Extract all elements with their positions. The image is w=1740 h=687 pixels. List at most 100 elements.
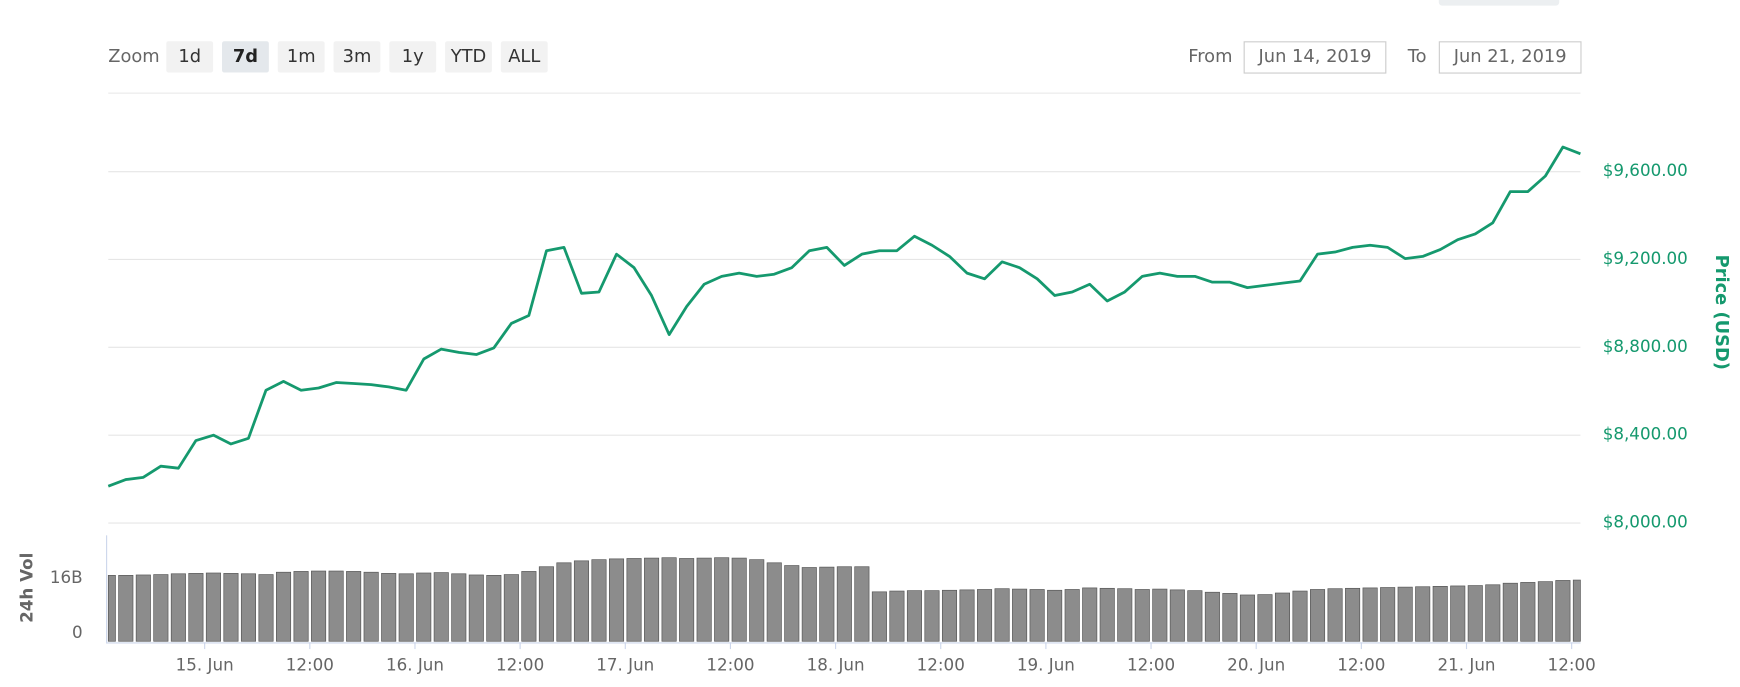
volume-bar: [486, 575, 502, 642]
volume-bar: [503, 574, 519, 642]
volume-bar: [1362, 587, 1378, 642]
volume-bar: [293, 571, 309, 642]
zoom-button[interactable]: [222, 41, 269, 73]
x-tick-label: 12:00: [1127, 654, 1175, 674]
volume-bar: [433, 572, 449, 642]
x-tick-label: 21. Jun: [1437, 654, 1495, 674]
volume-bar: [346, 571, 362, 642]
zoom-button-label: 1d: [178, 46, 201, 67]
x-tick-label: 12:00: [706, 654, 754, 674]
zoom-button[interactable]: [166, 41, 214, 73]
volume-bar: [766, 562, 782, 642]
volume-bar: [871, 591, 887, 642]
to-value: Jun 21, 2019: [1453, 46, 1567, 67]
volume-bar: [1169, 589, 1185, 642]
volume-bar: [1380, 587, 1396, 642]
y-tick-label: $8,800.00: [1603, 336, 1688, 356]
volume-bar: [1537, 581, 1553, 642]
volume-bar: [1432, 586, 1448, 642]
volume-bar: [1222, 593, 1238, 642]
volume-axis-title: 24h Vol: [16, 553, 36, 623]
volume-bar: [153, 574, 169, 642]
x-tick-label: 15. Jun: [176, 654, 234, 674]
from-value: Jun 14, 2019: [1258, 46, 1372, 67]
volume-bar: [1047, 589, 1063, 642]
price-axis-title: Price (USD): [1711, 255, 1732, 370]
volume-bar: [205, 572, 221, 642]
zoom-button[interactable]: [333, 41, 381, 73]
to-input[interactable]: [1438, 41, 1582, 74]
volume-bar: [1555, 580, 1571, 642]
volume-bar: [714, 557, 730, 642]
volume-bar: [381, 573, 397, 642]
volume-bar: [1467, 585, 1483, 642]
zoom-button-label: 1m: [287, 46, 316, 67]
volume-bar: [1274, 592, 1291, 642]
from-input[interactable]: [1243, 41, 1387, 74]
volume-bar: [1134, 589, 1150, 642]
volume-bar: [1415, 586, 1431, 642]
y-tick-label: $9,200.00: [1603, 248, 1688, 268]
volume-bar: [118, 575, 134, 642]
volume-bar: [170, 573, 186, 642]
volume-bar: [941, 589, 958, 642]
volume-bar: [416, 572, 432, 642]
volume-bar: [889, 590, 905, 642]
volume-bar: [258, 574, 274, 642]
volume-bar: [661, 557, 677, 642]
zoom-button[interactable]: [389, 41, 437, 73]
volume-bar: [644, 557, 660, 642]
volume-bar: [836, 566, 852, 642]
volume-bar: [1239, 594, 1255, 642]
volume-bar: [363, 571, 379, 642]
zoom-button-label: YTD: [450, 46, 487, 67]
zoom-button[interactable]: [445, 41, 492, 73]
volume-bar: [854, 566, 870, 642]
volume-bar: [749, 559, 765, 642]
volume-bar: [1485, 584, 1501, 642]
zoom-button-label: 7d: [233, 46, 258, 67]
volume-bar: [1012, 588, 1028, 642]
x-tick-label: 19. Jun: [1017, 654, 1075, 674]
volume-bar: [1064, 589, 1080, 642]
volume-bar: [521, 571, 537, 642]
volume-bar: [1082, 587, 1098, 642]
volume-bar: [188, 573, 204, 642]
volume-bar: [451, 573, 467, 642]
x-tick-label: 12:00: [1337, 654, 1385, 674]
volume-bar: [556, 562, 572, 642]
x-tick-label: 18. Jun: [807, 654, 865, 674]
volume-bar: [626, 558, 642, 642]
volume-bar: [801, 567, 817, 642]
volume-bar: [311, 570, 327, 642]
volume-bar: [468, 574, 484, 642]
volume-bar: [679, 558, 695, 642]
volume-bar: [1520, 582, 1536, 642]
y-tick-label: $8,400.00: [1603, 424, 1688, 444]
volume-bar: [573, 560, 589, 642]
volume-bar: [1099, 587, 1115, 642]
volume-bar: [1152, 588, 1168, 642]
volume-bar: [1345, 587, 1361, 642]
from-label: From: [1188, 46, 1232, 67]
volume-bar: [591, 559, 607, 642]
zoom-button[interactable]: [277, 41, 325, 73]
y-tick-label: $8,000.00: [1603, 512, 1688, 532]
x-tick-label: 12:00: [917, 654, 965, 674]
volume-bar: [223, 573, 239, 642]
volume-bar: [135, 574, 151, 642]
zoom-button[interactable]: [500, 41, 548, 73]
volume-bar: [924, 590, 940, 642]
volume-bar: [731, 557, 747, 642]
y-tick-label: 0: [72, 622, 83, 642]
volume-bar: [608, 558, 625, 642]
top-button[interactable]: [1438, 0, 1560, 6]
volume-bar: [538, 566, 554, 642]
volume-bar: [398, 573, 414, 642]
zoom-button-label: 3m: [343, 46, 372, 67]
x-tick-label: 16. Jun: [386, 654, 444, 674]
volume-bar: [1327, 588, 1343, 642]
volume-bar: [1029, 589, 1045, 642]
y-tick-label: 16B: [50, 567, 83, 587]
